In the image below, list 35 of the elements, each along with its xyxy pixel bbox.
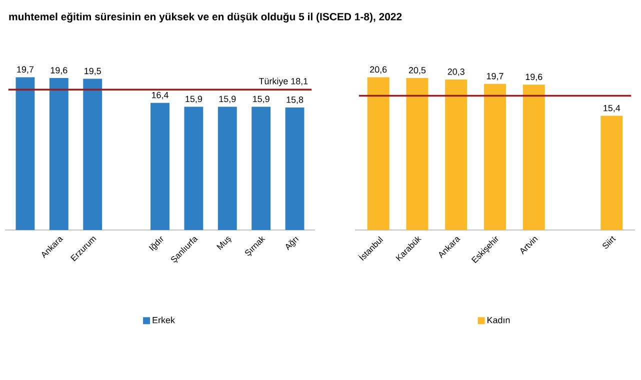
legend-label: Erkek bbox=[152, 316, 175, 324]
data-label: 20,5 bbox=[408, 67, 426, 74]
legend-label: Kadın bbox=[488, 316, 510, 324]
bar bbox=[285, 107, 304, 230]
x-tick-label: Ağrı bbox=[286, 236, 299, 250]
x-tick-label: Siirt bbox=[602, 236, 616, 249]
bar bbox=[367, 77, 390, 230]
bar bbox=[150, 102, 170, 230]
bar bbox=[522, 84, 545, 230]
data-label: 15,9 bbox=[186, 96, 202, 104]
x-tick-label: Muş bbox=[216, 236, 232, 250]
data-label: 15,9 bbox=[219, 96, 236, 104]
data-label: 15,4 bbox=[604, 104, 620, 112]
bar bbox=[406, 78, 428, 230]
bar bbox=[445, 79, 468, 230]
bar bbox=[218, 106, 237, 230]
ref-line-label: Türkiye 18,1 bbox=[258, 78, 308, 86]
data-label: 15,9 bbox=[253, 96, 270, 104]
data-label: 19,7 bbox=[17, 66, 34, 74]
bar bbox=[484, 84, 506, 230]
data-label: 20,6 bbox=[370, 66, 387, 74]
data-label: 20,3 bbox=[448, 68, 464, 76]
data-label: 19,6 bbox=[50, 67, 68, 74]
bar bbox=[16, 77, 35, 230]
data-label: 19,5 bbox=[84, 68, 101, 76]
data-label: 15,8 bbox=[286, 96, 304, 104]
data-label: 16,4 bbox=[152, 92, 168, 100]
bar bbox=[83, 78, 102, 230]
bar bbox=[184, 106, 204, 230]
data-label: 19,6 bbox=[526, 74, 542, 82]
data-label: 19,7 bbox=[486, 72, 504, 80]
bar bbox=[252, 106, 271, 230]
bar bbox=[600, 116, 623, 230]
chart-title: muhtemel eğitim süresinin en yüksek ve en düşük olduğu 5 il (ISCED 1-8), 2022 bbox=[9, 12, 402, 23]
bar bbox=[49, 78, 68, 230]
